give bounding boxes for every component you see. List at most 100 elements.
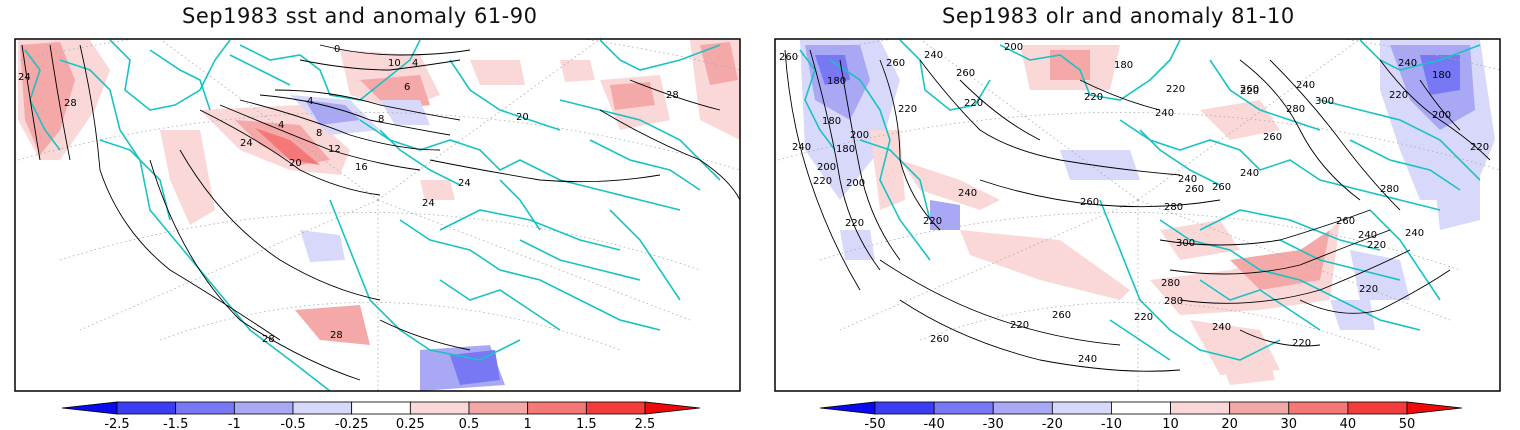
right-contour-label: 200 (850, 130, 869, 141)
right-contour-label: 180 (1114, 60, 1133, 71)
left-colorbar-swatch (292, 401, 353, 415)
left-contour-labels: 24 28 0 4 4 8 8 10 4 6 12 16 20 20 24 24… (18, 44, 679, 345)
right-contour-label: 240 (1296, 80, 1315, 91)
left-contour-label: 20 (516, 112, 529, 123)
left-colorbar-tick-label: -1 (228, 417, 241, 430)
right-contour-label: 240 (1155, 108, 1174, 119)
right-contour-label: 200 (1432, 110, 1451, 121)
right-colorbar-swatch (1051, 401, 1112, 415)
left-map-title: Sep1983 sst and anomaly 61-90 (182, 4, 538, 28)
right-contour-label: 180 (836, 144, 855, 155)
right-contour-label: 180 (1432, 70, 1451, 81)
right-contour-label: 280 (1164, 202, 1183, 213)
right-coastlines (799, 39, 1481, 361)
right-contour-label: 180 (827, 76, 846, 87)
left-colorbar-swatch (468, 401, 529, 415)
right-contour-label: 260 (886, 58, 905, 69)
right-contour-labels: 260 240 200 180 260 260 220 180 220 220 … (779, 42, 1489, 365)
right-contour-label: 220 (1084, 92, 1103, 103)
right-contour-label: 220 (813, 176, 832, 187)
right-map-title: Sep1983 olr and anomaly 81-10 (942, 4, 1295, 28)
left-colorbar-tick-label: 0.5 (459, 417, 480, 430)
right-colorbar-tick-label: 20 (1221, 417, 1238, 430)
right-contour-label: 260 (930, 334, 949, 345)
right-contour-label: 220 (1359, 284, 1378, 295)
right-contour-label: 240 (1398, 58, 1417, 69)
left-map: 24 28 0 4 4 8 8 10 4 6 12 16 20 20 24 24… (15, 39, 740, 391)
right-colorbar-tick-label: 30 (1281, 417, 1298, 430)
right-contour-label: 220 (1134, 312, 1153, 323)
left-contour-label: 28 (262, 334, 275, 345)
right-contour-label: 260 (779, 52, 798, 63)
left-colorbar-arrow-low (61, 401, 118, 415)
left-graticule (17, 39, 740, 391)
left-colorbar-tick-label: 0.25 (396, 417, 425, 430)
right-colorbar-tick-label: 50 (1399, 417, 1416, 430)
right-colorbar-tick-label: -30 (983, 417, 1004, 430)
right-contour-label: 260 (1080, 197, 1099, 208)
right-contour-label: 280 (1161, 278, 1180, 289)
right-contour-label: 180 (822, 116, 841, 127)
right-contour-label: 260 (956, 68, 975, 79)
right-contour-label: 220 (964, 98, 983, 109)
right-contour-label: 220 (1166, 84, 1185, 95)
right-contour-label: 240 (1240, 168, 1259, 179)
right-contour-label: 300 (1315, 96, 1334, 107)
right-contour-label: 220 (1367, 240, 1386, 251)
right-contour-label: 220 (898, 104, 917, 115)
right-colorbar-swatch (933, 401, 994, 415)
left-contour-label: 28 (666, 90, 679, 101)
right-colorbar-swatch (1111, 401, 1171, 415)
left-contour-label: 24 (422, 198, 435, 209)
right-contour-label: 240 (1212, 322, 1231, 333)
right-contour-label: 240 (924, 50, 943, 61)
left-contour-label: 0 (334, 44, 340, 55)
left-contour-label: 4 (307, 96, 313, 107)
left-colorbar-tick-label: -2.5 (104, 417, 129, 430)
left-colorbar-swatch (527, 401, 587, 415)
right-contour-label: 260 (1263, 132, 1282, 143)
right-contour-label: 240 (792, 142, 811, 153)
left-contour-label: 10 (388, 58, 401, 69)
right-contour-label: 280 (1286, 104, 1305, 115)
left-colorbar-swatch (585, 401, 646, 415)
right-contour-label: 300 (1176, 238, 1195, 249)
right-colorbar-swatch (1347, 401, 1408, 415)
right-colorbar-tick-label: -10 (1101, 417, 1122, 430)
right-anomaly-shading (800, 40, 1495, 385)
right-contour-label: 240 (1358, 230, 1377, 241)
left-colorbar-swatch (116, 401, 177, 415)
right-colorbar-tick-label: -20 (1042, 417, 1063, 430)
right-colorbar-tick-label: 40 (1340, 417, 1357, 430)
left-map-frame (14, 38, 741, 392)
right-contour-label: 240 (1178, 174, 1197, 185)
left-contour-label: 24 (18, 72, 31, 83)
right-contour-label: 280 (1380, 184, 1399, 195)
left-contour-label: 20 (289, 158, 302, 169)
right-contour-label: 260 (1052, 310, 1071, 321)
left-colorbar-swatch (175, 401, 235, 415)
left-contour-label: 28 (330, 330, 343, 341)
left-contour-label: 16 (355, 162, 368, 173)
right-colorbar-tick-label: 10 (1162, 417, 1179, 430)
left-colorbar-tick-label: -1.5 (163, 417, 188, 430)
right-contour-label: 260 (1185, 184, 1204, 195)
right-colorbar-arrow-high (1406, 401, 1463, 415)
right-colorbar-tick-label: -40 (923, 417, 944, 430)
left-colorbar-arrow-high (644, 401, 701, 415)
right-contours (784, 49, 1491, 372)
left-colorbar-tick-label: -0.5 (280, 417, 305, 430)
left-colorbar-tick-label: 1.5 (576, 417, 597, 430)
right-contour-label: 220 (1240, 86, 1259, 97)
left-colorbar: -2.5 -1.5 -1 -0.5 -0.25 0.25 0.5 1 1.5 2.5 (61, 401, 701, 430)
right-contour-label: 200 (817, 162, 836, 173)
right-contour-label: 280 (1164, 296, 1183, 307)
left-contour-label: 12 (328, 144, 341, 155)
left-contour-label: 24 (458, 178, 471, 189)
right-contour-label: 220 (1010, 320, 1029, 331)
left-contour-label: 28 (64, 98, 77, 109)
right-contour-label: 220 (1389, 90, 1408, 101)
right-graticule (777, 39, 1500, 391)
right-contour-label: 220 (1470, 142, 1489, 153)
left-coastlines (24, 39, 721, 391)
